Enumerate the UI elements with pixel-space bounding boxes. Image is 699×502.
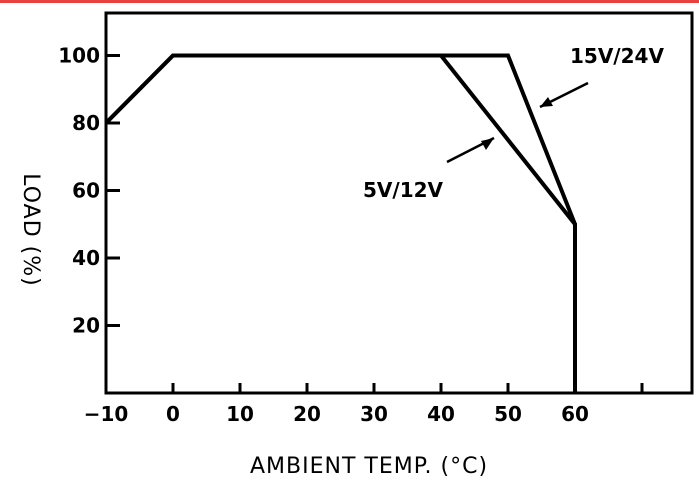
annotations: 15V/24V 5V/12V (363, 44, 664, 202)
series-line-15v-24v (104, 53, 577, 393)
plot-frame (104, 11, 694, 395)
series-arrowhead-15v-24v (540, 97, 553, 107)
y-tick-label: 80 (72, 111, 100, 135)
series-label-15v-24v: 15V/24V (570, 44, 664, 68)
series-line-5v-12v (104, 53, 577, 393)
y-axis-label: LOAD (%) (18, 173, 43, 286)
labels-group: −10 0 10 20 30 40 50 60 20 40 60 80 100 (58, 44, 589, 427)
x-tick-label: 60 (561, 402, 589, 426)
x-tick-label: 10 (226, 402, 254, 426)
x-tick-label: 0 (166, 402, 180, 426)
series-label-5v-12v: 5V/12V (363, 178, 444, 202)
x-tick-label: 50 (494, 402, 522, 426)
x-tick-label: 40 (427, 402, 455, 426)
series-group (104, 53, 577, 393)
y-tick-label: 100 (58, 44, 100, 68)
series-arrowhead-5v-12v (481, 138, 494, 150)
ticks-group (106, 54, 644, 393)
x-axis-label: AMBIENT TEMP. (°C) (250, 454, 488, 479)
x-tick-label: 20 (293, 402, 321, 426)
y-tick-label: 40 (72, 246, 100, 270)
y-tick-label: 60 (72, 179, 100, 203)
x-tick-label: 30 (360, 402, 388, 426)
x-tick-label: −10 (84, 402, 129, 426)
top-rule (0, 0, 699, 3)
y-tick-label: 20 (72, 314, 100, 338)
